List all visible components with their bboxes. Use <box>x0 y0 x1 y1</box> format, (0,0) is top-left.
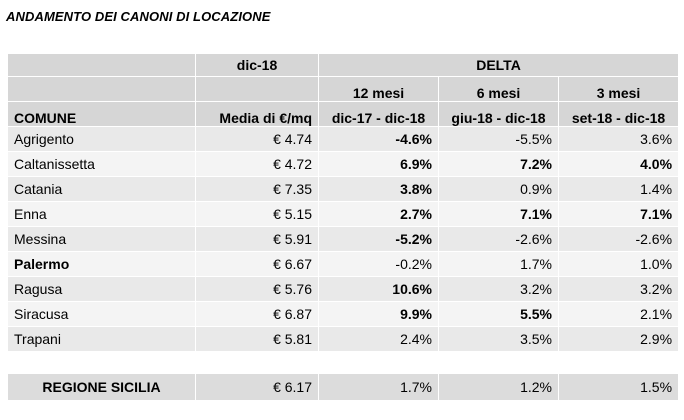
page-title: ANDAMENTO DEI CANONI DI LOCAZIONE <box>6 9 271 24</box>
table-row: Messina € 5.91 -5.2% -2.6% -2.6% <box>7 226 680 252</box>
header-comune: COMUNE <box>7 101 196 127</box>
table-row: Palermo € 6.67 -0.2% 1.7% 1.0% <box>7 251 680 277</box>
media-value: € 5.76 <box>195 276 319 302</box>
delta-3: 4.0% <box>557 151 680 177</box>
delta-6: 3.5% <box>438 326 559 352</box>
spacer-cell <box>557 351 680 374</box>
media-value: € 6.87 <box>195 301 319 327</box>
delta-12: 3.8% <box>318 176 439 202</box>
media-value: € 5.91 <box>195 226 319 252</box>
delta-12: 2.4% <box>318 326 439 352</box>
delta-3: 7.1% <box>557 201 680 227</box>
comune-name: Messina <box>7 226 196 252</box>
delta-12: 6.9% <box>318 151 439 177</box>
header-media: Media di €/mq <box>195 101 319 127</box>
comune-name: Catania <box>7 176 196 202</box>
delta-12: -0.2% <box>318 251 439 277</box>
media-value: € 5.81 <box>195 326 319 352</box>
delta-6: 1.7% <box>438 251 559 277</box>
delta-12: -5.2% <box>318 226 439 252</box>
header-period: dic-18 <box>195 53 319 77</box>
delta-6: 5.5% <box>438 301 559 327</box>
spacer-cell <box>438 351 559 374</box>
table-row: Caltanissetta € 4.72 6.9% 7.2% 4.0% <box>7 151 680 177</box>
comune-name: Enna <box>7 201 196 227</box>
header-empty-cell <box>7 53 196 77</box>
header-6-months: 6 mesi <box>438 76 559 102</box>
table-row: Trapani € 5.81 2.4% 3.5% 2.9% <box>7 326 680 352</box>
delta-12: 2.7% <box>318 201 439 227</box>
comune-name: Caltanissetta <box>7 151 196 177</box>
media-value: € 5.15 <box>195 201 319 227</box>
delta-3: 1.0% <box>557 251 680 277</box>
delta-3: -2.6% <box>557 226 680 252</box>
comune-name: Ragusa <box>7 276 196 302</box>
table-row: Siracusa € 6.87 9.9% 5.5% 2.1% <box>7 301 680 327</box>
table-row: Enna € 5.15 2.7% 7.1% 7.1% <box>7 201 680 227</box>
delta-6: -5.5% <box>438 126 559 152</box>
header-12-range: dic-17 - dic-18 <box>318 101 439 127</box>
comune-name: Palermo <box>7 251 196 277</box>
comune-name: Agrigento <box>7 126 196 152</box>
delta-6: 0.9% <box>438 176 559 202</box>
spacer-cell <box>7 351 196 374</box>
header-3-range: set-18 - dic-18 <box>557 101 680 127</box>
delta-6: 7.2% <box>438 151 559 177</box>
delta-3: 3.6% <box>557 126 680 152</box>
spacer-cell <box>318 351 439 374</box>
delta-6: 7.1% <box>438 201 559 227</box>
delta-12: 9.9% <box>318 301 439 327</box>
comune-name: Siracusa <box>7 301 196 327</box>
table-row: Agrigento € 4.74 -4.6% -5.5% 3.6% <box>7 126 680 152</box>
header-row-period: dic-18 DELTA <box>7 53 680 77</box>
rent-table: dic-18 DELTA 12 mesi 6 mesi 3 mesi COMUN… <box>7 53 680 401</box>
media-value: € 4.72 <box>195 151 319 177</box>
delta-3: 3.2% <box>557 276 680 302</box>
total-media: € 6.17 <box>195 373 319 401</box>
delta-12: 10.6% <box>318 276 439 302</box>
delta-6: -2.6% <box>438 226 559 252</box>
header-row-intervals: 12 mesi 6 mesi 3 mesi <box>7 76 680 102</box>
header-empty-cell <box>195 76 319 102</box>
header-12-months: 12 mesi <box>318 76 439 102</box>
total-delta-3: 1.5% <box>557 373 680 401</box>
header-row-columns: COMUNE Media di €/mq dic-17 - dic-18 giu… <box>7 101 680 127</box>
header-empty-cell <box>7 76 196 102</box>
header-delta: DELTA <box>317 53 680 77</box>
total-delta-12: 1.7% <box>318 373 439 401</box>
media-value: € 6.67 <box>195 251 319 277</box>
table-row: Ragusa € 5.76 10.6% 3.2% 3.2% <box>7 276 680 302</box>
media-value: € 4.74 <box>195 126 319 152</box>
table-row: Catania € 7.35 3.8% 0.9% 1.4% <box>7 176 680 202</box>
delta-3: 2.9% <box>557 326 680 352</box>
header-6-range: giu-18 - dic-18 <box>438 101 559 127</box>
total-name: REGIONE SICILIA <box>7 373 196 401</box>
delta-6: 3.2% <box>438 276 559 302</box>
header-3-months: 3 mesi <box>557 76 680 102</box>
spacer-cell <box>195 351 319 374</box>
media-value: € 7.35 <box>195 176 319 202</box>
spacer-row <box>7 351 680 374</box>
delta-3: 2.1% <box>557 301 680 327</box>
delta-12: -4.6% <box>318 126 439 152</box>
total-row: REGIONE SICILIA € 6.17 1.7% 1.2% 1.5% <box>7 373 680 401</box>
total-delta-6: 1.2% <box>438 373 559 401</box>
comune-name: Trapani <box>7 326 196 352</box>
delta-3: 1.4% <box>557 176 680 202</box>
